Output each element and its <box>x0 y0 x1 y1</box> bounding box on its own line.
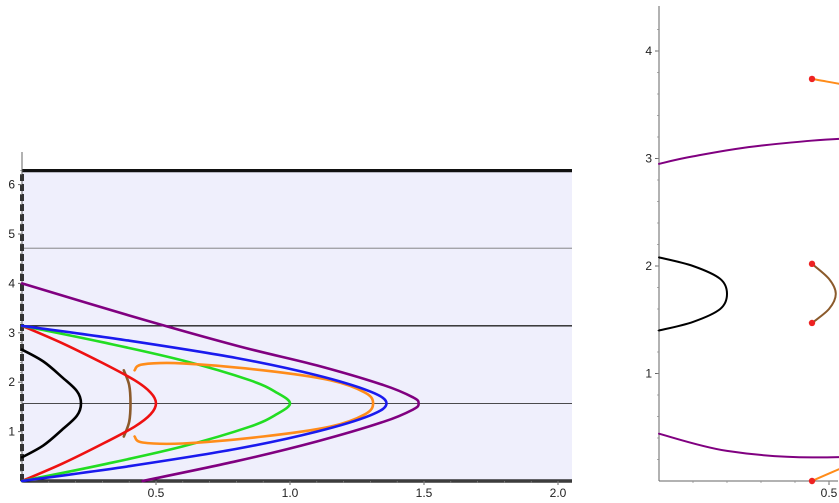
x-tick-label: 1.5 <box>416 486 433 500</box>
series-line-1 <box>811 262 837 324</box>
series-line-2 <box>20 324 158 483</box>
y-tick-label: 1 <box>645 367 652 381</box>
y-tick-label: 4 <box>645 44 652 58</box>
series-line-1 <box>122 369 132 438</box>
x-tick-label: 1.0 <box>282 486 299 500</box>
series-line-3 <box>658 137 839 459</box>
data-point <box>808 319 816 327</box>
y-tick-label: 6 <box>8 178 15 192</box>
x-tick-label: 2.0 <box>550 486 567 500</box>
y-tick-label: 5 <box>8 227 15 241</box>
y-tick-label: 1 <box>8 425 15 439</box>
series-line-3 <box>20 324 292 483</box>
y-tick-label: 2 <box>8 375 15 389</box>
data-point <box>808 260 816 268</box>
series-line-0 <box>20 348 83 459</box>
series-line-6 <box>20 282 420 483</box>
data-point <box>808 75 816 83</box>
y-tick-label: 3 <box>645 152 652 166</box>
y-tick-label: 3 <box>8 326 15 340</box>
y-tick-label: 2 <box>645 259 652 273</box>
series-line-0 <box>658 256 728 332</box>
left-plot: 0.5 1.0 1.5 2.0 1 2 3 4 5 6 <box>8 152 572 500</box>
x-tick-label: 0.5 <box>821 486 838 500</box>
x-tick-label: 0.5 <box>148 486 165 500</box>
y-tick-label: 4 <box>8 276 15 290</box>
data-point <box>808 477 816 485</box>
series-line-4 <box>133 361 375 446</box>
series-line-5 <box>20 324 388 483</box>
